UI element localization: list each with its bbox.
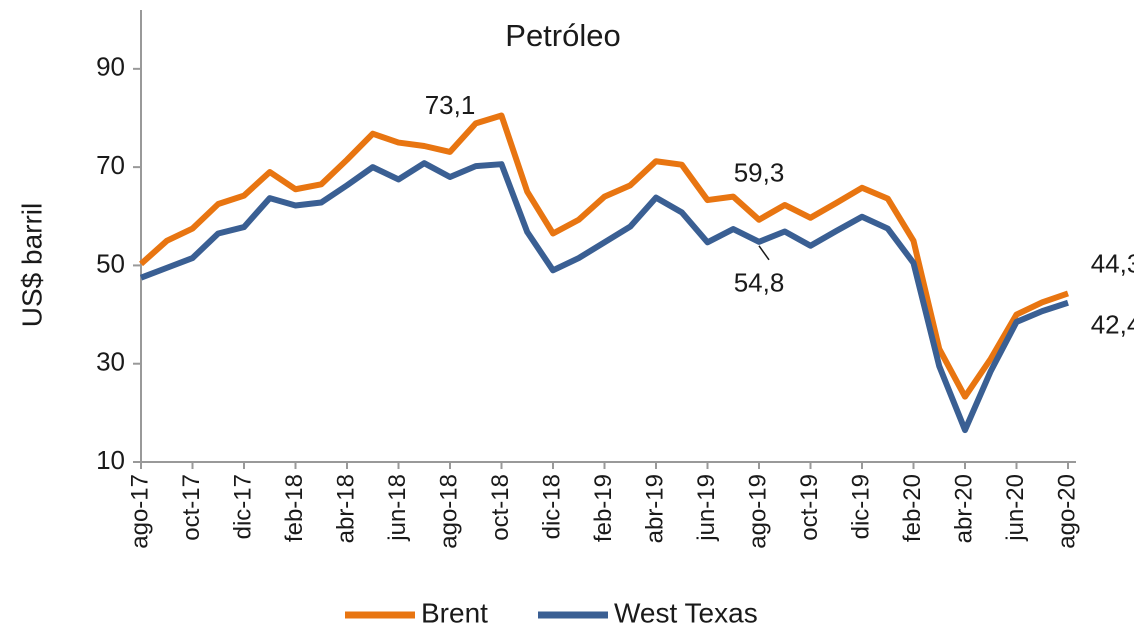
- x-tick-label: ago-20: [1053, 474, 1080, 549]
- data-label: 42,4: [1091, 310, 1134, 340]
- y-tick-label: 10: [96, 445, 125, 475]
- x-tick-label: ago-17: [126, 474, 153, 549]
- x-tick-label: ago-18: [435, 474, 462, 549]
- y-tick-label: 70: [96, 150, 125, 180]
- y-tick-label: 90: [96, 52, 125, 82]
- label-leader: [758, 245, 770, 261]
- x-tick-label: dic-17: [229, 474, 256, 539]
- data-label: 44,3: [1091, 248, 1134, 278]
- chart-title: Petróleo: [505, 18, 620, 53]
- y-tick-label: 30: [96, 347, 125, 377]
- x-tick-label: jun-20: [1002, 474, 1029, 542]
- data-label: 59,3: [734, 158, 785, 188]
- y-tick-label: 50: [96, 248, 125, 278]
- x-tick-label: feb-19: [590, 474, 617, 542]
- x-tick-label: abr-20: [950, 474, 977, 543]
- x-tick-label: abr-19: [641, 474, 668, 543]
- x-tick-label: ago-19: [744, 474, 771, 549]
- data-label: 54,8: [734, 268, 785, 298]
- series-line: [139, 160, 1069, 434]
- x-tick-label: abr-18: [332, 474, 359, 543]
- legend-label: West Texas: [614, 597, 758, 628]
- x-tick-label: jun-18: [384, 474, 411, 542]
- x-tick-label: oct-19: [796, 474, 823, 541]
- x-tick-label: jun-19: [693, 474, 720, 542]
- x-tick-label: oct-17: [178, 474, 205, 541]
- x-tick-label: oct-18: [487, 474, 514, 541]
- x-tick-label: feb-20: [899, 474, 926, 542]
- y-axis-label: US$ barril: [16, 203, 47, 327]
- x-tick-label: feb-18: [281, 474, 308, 542]
- x-tick-label: dic-19: [847, 474, 874, 539]
- data-label: 73,1: [425, 90, 476, 120]
- series-line: [138, 112, 1069, 400]
- legend-label: Brent: [421, 597, 488, 628]
- x-tick-label: dic-18: [538, 474, 565, 539]
